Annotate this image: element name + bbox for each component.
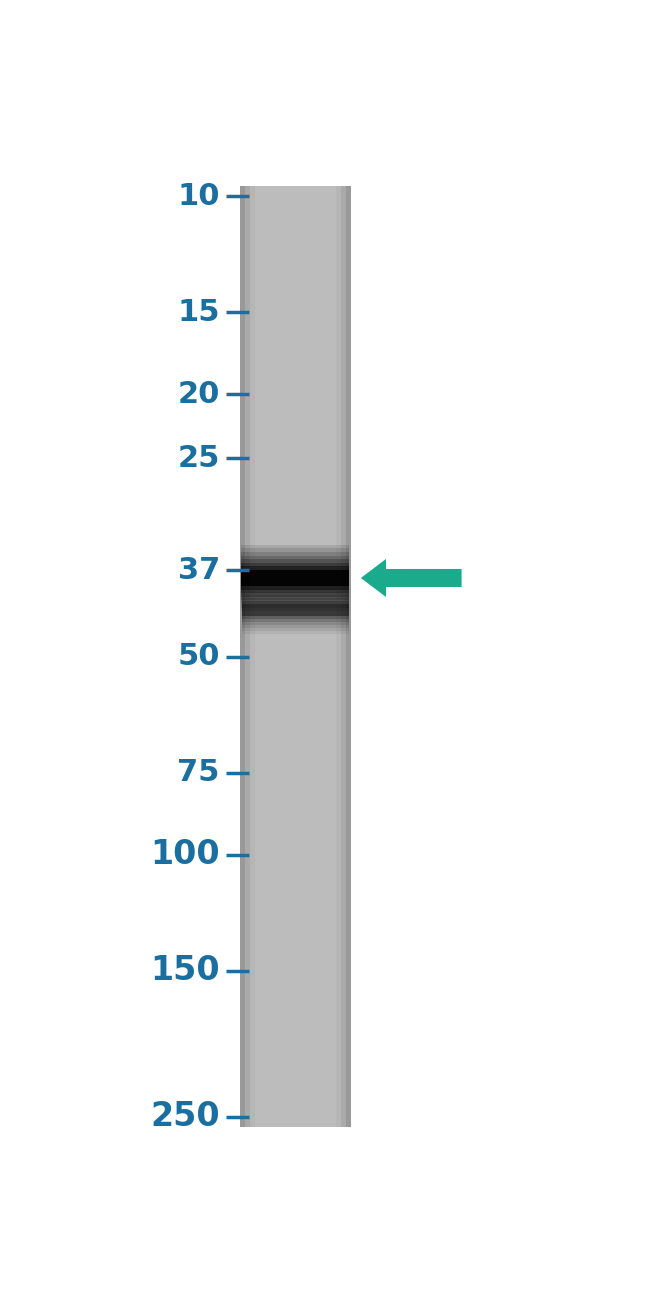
- Bar: [241, 569, 349, 586]
- Bar: [241, 555, 349, 601]
- Bar: [242, 598, 349, 621]
- Text: 20: 20: [177, 380, 220, 408]
- Text: 10: 10: [177, 182, 220, 211]
- Bar: [242, 604, 349, 616]
- Text: 100: 100: [150, 838, 220, 871]
- Bar: [241, 563, 349, 593]
- Bar: [241, 559, 349, 597]
- Text: 250: 250: [150, 1101, 220, 1134]
- Bar: [240, 186, 351, 1127]
- Bar: [241, 567, 349, 590]
- FancyArrow shape: [361, 559, 462, 597]
- Bar: [242, 601, 349, 619]
- Text: 150: 150: [150, 954, 220, 987]
- Bar: [341, 186, 351, 1127]
- Text: 25: 25: [177, 443, 220, 473]
- Bar: [241, 552, 349, 604]
- Bar: [240, 186, 255, 1127]
- Text: 37: 37: [177, 556, 220, 585]
- Bar: [241, 545, 349, 611]
- Bar: [242, 586, 349, 634]
- Text: 15: 15: [177, 298, 220, 326]
- Bar: [242, 589, 349, 630]
- Text: 50: 50: [177, 642, 220, 671]
- Bar: [240, 186, 250, 1127]
- Bar: [242, 592, 349, 628]
- Bar: [346, 186, 351, 1127]
- Bar: [240, 186, 245, 1127]
- Bar: [242, 595, 349, 625]
- Bar: [335, 186, 351, 1127]
- Bar: [241, 549, 349, 607]
- Text: 75: 75: [177, 758, 220, 786]
